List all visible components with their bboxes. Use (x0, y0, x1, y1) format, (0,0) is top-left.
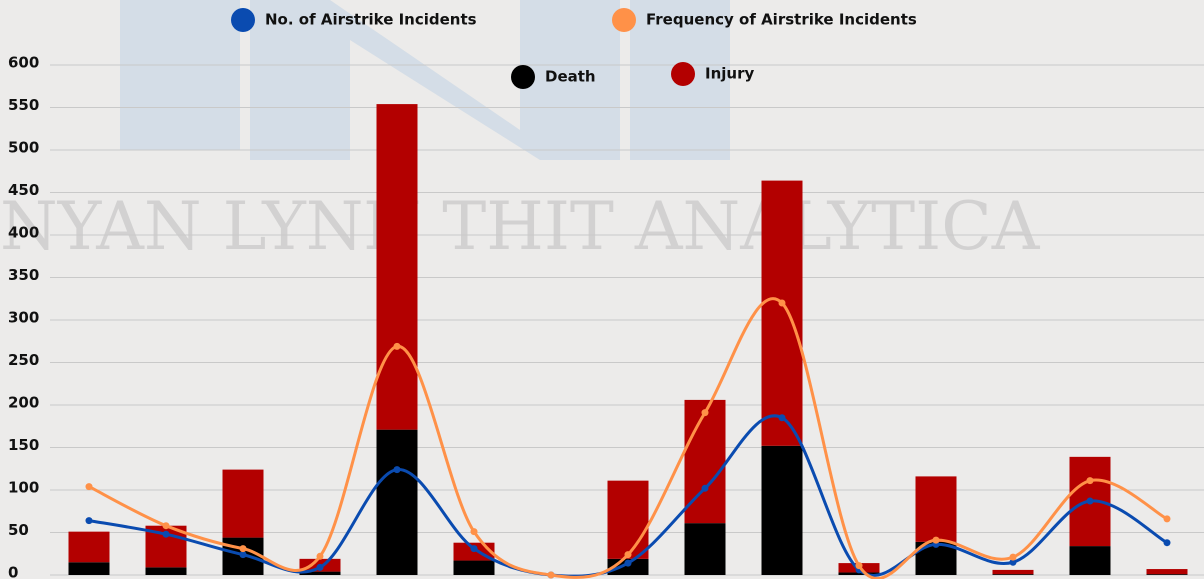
bar (992, 569, 1034, 575)
y-tick-label: 450 (8, 181, 39, 199)
bar (376, 104, 418, 430)
point (1086, 477, 1094, 485)
y-tick-label: 0 (8, 564, 18, 579)
point (624, 551, 632, 559)
y-tick-label: 600 (8, 54, 39, 72)
y-tick-label: 100 (8, 479, 39, 497)
point (778, 414, 786, 422)
point (624, 559, 632, 567)
point (855, 562, 863, 570)
point (316, 563, 324, 571)
bar (915, 476, 957, 542)
point (932, 536, 940, 544)
point (1163, 539, 1171, 547)
legend-marker (231, 8, 255, 32)
point (393, 466, 401, 474)
bar (68, 531, 110, 563)
point (701, 409, 709, 417)
bar (453, 560, 495, 575)
y-tick-label: 150 (8, 436, 39, 454)
point (1009, 558, 1017, 566)
point (1086, 497, 1094, 505)
watermark: NYAN LYNN THIT ANALYTICA (0, 188, 1041, 265)
point (239, 545, 247, 553)
point (316, 552, 324, 560)
point (470, 545, 478, 553)
point (162, 522, 170, 530)
bar (838, 572, 880, 575)
bar (992, 574, 1034, 575)
point (239, 551, 247, 559)
point (1163, 515, 1171, 523)
line (88, 297, 1168, 579)
point (393, 342, 401, 350)
point (547, 571, 555, 579)
bar (1069, 546, 1111, 575)
y-tick-label: 200 (8, 394, 39, 412)
y-tick-label: 300 (8, 309, 39, 327)
bar (761, 445, 803, 575)
legend-marker (511, 65, 535, 89)
bar (607, 480, 649, 559)
bar (68, 562, 110, 575)
legend-label: Injury (705, 65, 754, 83)
y-tick-label: 400 (8, 224, 39, 242)
bar (145, 567, 187, 575)
bar (222, 469, 264, 538)
point (85, 483, 93, 491)
y-tick-label: 350 (8, 266, 39, 284)
y-tick-label: 250 (8, 351, 39, 369)
point (162, 530, 170, 538)
y-tick-label: 550 (8, 96, 39, 114)
bar (1146, 569, 1188, 575)
legend-marker (671, 62, 695, 86)
watermark-logo (120, 0, 730, 160)
legend-label: No. of Airstrike Incidents (265, 11, 477, 29)
y-tick-label: 500 (8, 139, 39, 157)
bar (684, 523, 726, 575)
legend-marker (612, 8, 636, 32)
point (701, 484, 709, 492)
y-tick-label: 50 (8, 521, 29, 539)
legend-label: Death (545, 68, 596, 86)
bar (1146, 574, 1188, 575)
bar (761, 180, 803, 446)
legend-label: Frequency of Airstrike Incidents (646, 11, 917, 29)
bar (299, 571, 341, 575)
point (470, 528, 478, 536)
bar (376, 429, 418, 575)
point (1009, 553, 1017, 561)
point (85, 517, 93, 525)
point (778, 299, 786, 307)
